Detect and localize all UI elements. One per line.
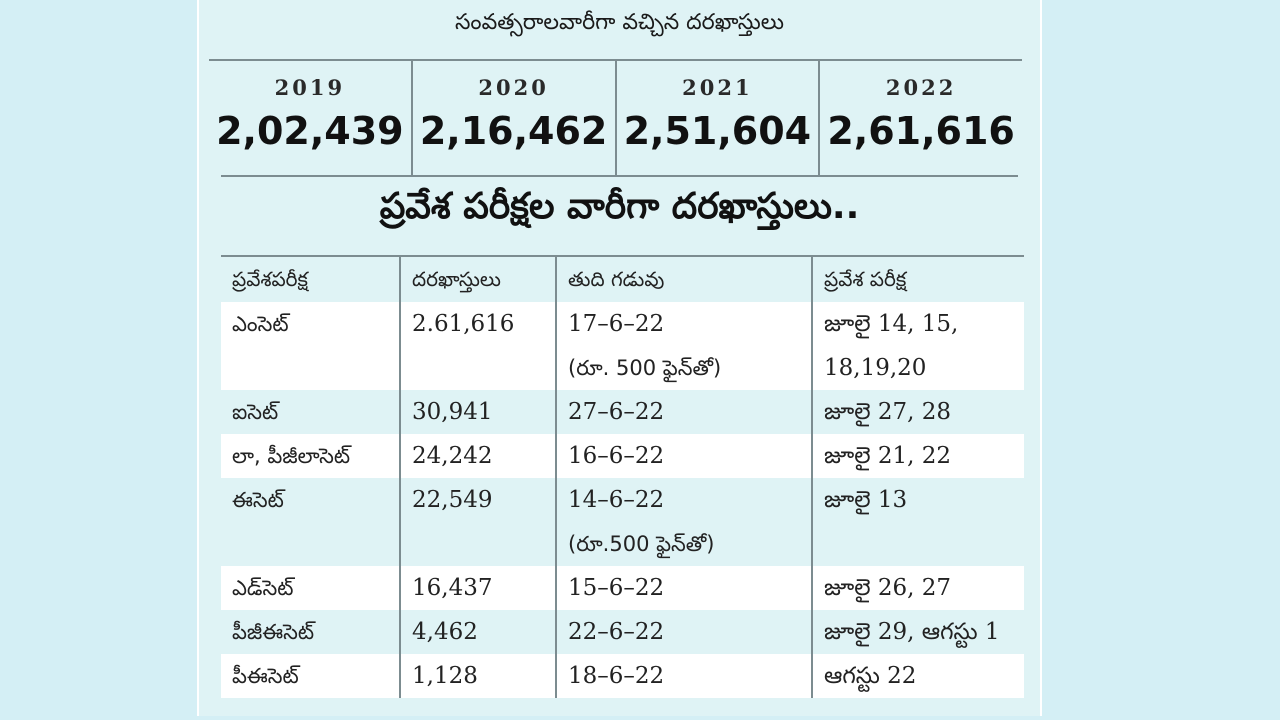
exam-section-title: ప్రవేశ పరీక్షల వారీగా దరఖాస్తులు.. xyxy=(379,186,860,227)
exam-dates-cell: జూలై 21, 22 xyxy=(812,434,1024,478)
exam-name: ఐసెట్ xyxy=(232,400,279,424)
applications-cell: 22,549 xyxy=(400,478,557,566)
years-section-title: సంవత్సరాలవారీగా వచ్చిన దరఖాస్తులు xyxy=(454,10,784,35)
exam-name: ఎంసెట్ xyxy=(232,312,289,336)
exam-name: ఎడ్‌సెట్ xyxy=(232,576,294,600)
column-header-exam-dates: ప్రవేశ పరీక్ష xyxy=(812,257,1024,302)
exam-name: పీజీఈసెట్ xyxy=(232,620,315,644)
exam-dates: జూలై 14, 15, xyxy=(824,311,959,337)
table-header-row: ప్రవేశపరీక్ష దరఖాస్తులు తుది గడువు ప్రవే… xyxy=(221,257,1024,302)
exam-table: ప్రవేశపరీక్ష దరఖాస్తులు తుది గడువు ప్రవే… xyxy=(221,257,1024,698)
deadline-cell: 16–6–22 xyxy=(556,434,813,478)
year-value: 2,51,604 xyxy=(623,109,812,153)
infographic-card: సంవత్సరాలవారీగా వచ్చిన దరఖాస్తులు 2019 2… xyxy=(197,0,1042,716)
exam-dates-cell: జూలై 29, ఆగస్టు 1 xyxy=(812,610,1024,654)
table-row: లా, పీజీలాసెట్ 24,242 16–6–22 జూలై 21, 2… xyxy=(221,434,1024,478)
column-header-exam: ప్రవేశపరీక్ష xyxy=(221,257,401,302)
year-stat: 2019 2,02,439 xyxy=(209,61,413,177)
deadline-note: (రూ. 500 ఫైన్‌తో) xyxy=(568,356,722,380)
applications-cell: 30,941 xyxy=(400,390,557,434)
applications-cell: 16,437 xyxy=(400,566,557,610)
deadline-cell: 18–6–22 xyxy=(556,654,813,698)
table-row: ఎంసెట్ 2.61,616 17–6–22 (రూ. 500 ఫైన్‌తో… xyxy=(221,302,1024,390)
deadline-cell: 17–6–22 (రూ. 500 ఫైన్‌తో) xyxy=(556,302,813,390)
exam-name-cell: ఈసెట్ xyxy=(221,478,401,566)
deadline-date: 14–6–22 xyxy=(568,487,665,513)
year-value: 2,61,616 xyxy=(827,109,1015,153)
year-value: 2,02,439 xyxy=(216,109,404,153)
exam-dates-cell: ఆగస్టు 22 xyxy=(812,654,1024,698)
table-row: ఎడ్‌సెట్ 16,437 15–6–22 జూలై 26, 27 xyxy=(221,566,1024,610)
deadline-cell: 15–6–22 xyxy=(556,566,813,610)
deadline-date: 17–6–22 xyxy=(568,311,665,337)
exam-name: లా, పీజీలాసెట్ xyxy=(232,444,351,468)
year-label: 2022 xyxy=(885,75,957,100)
exam-name-cell: ఎంసెట్ xyxy=(221,302,401,390)
year-label: 2020 xyxy=(478,75,549,100)
deadline-cell: 27–6–22 xyxy=(556,390,813,434)
table-row: పీఈసెట్ 1,128 18–6–22 ఆగస్టు 22 xyxy=(221,654,1024,698)
exam-dates-cell: జూలై 14, 15, 18,19,20 xyxy=(812,302,1024,390)
exam-name-cell: పీఈసెట్ xyxy=(221,654,401,698)
year-label: 2021 xyxy=(682,75,753,100)
exam-name-cell: పీజీఈసెట్ xyxy=(221,610,401,654)
exam-name-cell: ఐసెట్ xyxy=(221,390,401,434)
column-header-deadline: తుది గడువు xyxy=(556,257,813,302)
applications-cell: 1,128 xyxy=(400,654,557,698)
table-row: పీజీఈసెట్ 4,462 22–6–22 జూలై 29, ఆగస్టు … xyxy=(221,610,1024,654)
year-stat: 2021 2,51,604 xyxy=(617,61,821,177)
year-label: 2019 xyxy=(274,75,346,100)
exam-dates-cell: జూలై 13 xyxy=(812,478,1024,566)
year-stats: 2019 2,02,439 2020 2,16,462 2021 2,51,60… xyxy=(209,59,1022,177)
exam-dates-cell: జూలై 27, 28 xyxy=(812,390,1024,434)
deadline-cell: 14–6–22 (రూ.500 ఫైన్‌తో) xyxy=(556,478,813,566)
exam-name-cell: లా, పీజీలాసెట్ xyxy=(221,434,401,478)
exam-name-cell: ఎడ్‌సెట్ xyxy=(221,566,401,610)
table-row: ఐసెట్ 30,941 27–6–22 జూలై 27, 28 xyxy=(221,390,1024,434)
applications-cell: 2.61,616 xyxy=(400,302,557,390)
exam-name: ఈసెట్ xyxy=(232,488,284,512)
column-header-applications: దరఖాస్తులు xyxy=(400,257,557,302)
exam-name: పీఈసెట్ xyxy=(232,664,299,688)
divider xyxy=(221,255,1024,257)
deadline-note: (రూ.500 ఫైన్‌తో) xyxy=(568,532,715,556)
year-stat: 2022 2,61,616 xyxy=(820,61,1022,177)
year-stat: 2020 2,16,462 xyxy=(413,61,617,177)
exam-dates-cell: జూలై 26, 27 xyxy=(812,566,1024,610)
deadline-cell: 22–6–22 xyxy=(556,610,813,654)
exam-dates-continued: 18,19,20 xyxy=(824,355,927,381)
year-value: 2,16,462 xyxy=(419,109,608,153)
applications-cell: 24,242 xyxy=(400,434,557,478)
divider xyxy=(221,175,1018,177)
applications-cell: 4,462 xyxy=(400,610,557,654)
table-row: ఈసెట్ 22,549 14–6–22 (రూ.500 ఫైన్‌తో) జూ… xyxy=(221,478,1024,566)
